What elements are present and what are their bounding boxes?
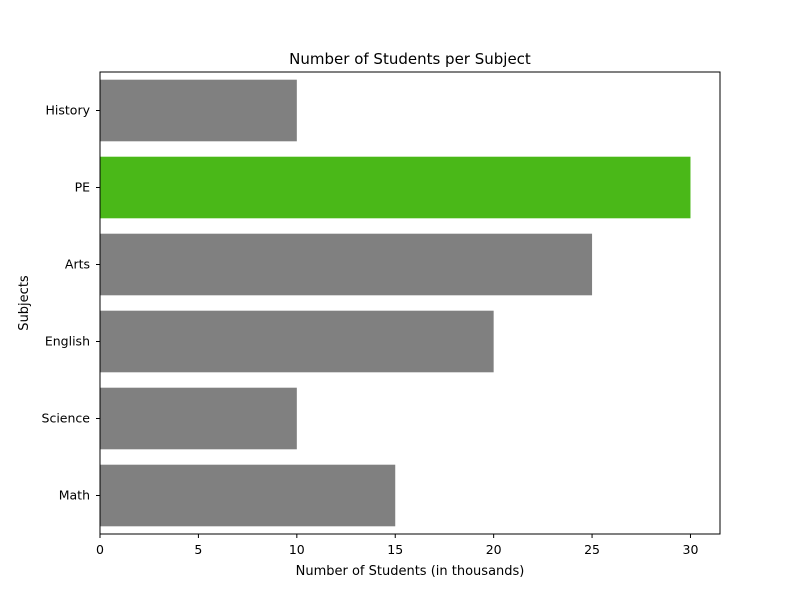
x-axis: 0 5 10 15 20 25 30 <box>96 534 698 557</box>
chart-title: Number of Students per Subject <box>289 50 531 68</box>
y-tick-label-history: History <box>46 103 91 118</box>
y-tick-label-science: Science <box>42 411 91 426</box>
x-tick-label-15: 15 <box>387 542 403 557</box>
y-tick-label-math: Math <box>59 488 90 503</box>
bars-layer <box>100 79 691 527</box>
y-axis: Math Science English Arts PE History <box>42 103 100 503</box>
bar-pe <box>100 156 691 219</box>
plot-frame <box>99 71 721 535</box>
x-tick-label-20: 20 <box>486 542 502 557</box>
bar-arts <box>100 233 593 296</box>
y-tick-label-pe: PE <box>75 180 91 195</box>
x-tick-label-0: 0 <box>96 542 104 557</box>
bar-history <box>100 79 297 142</box>
y-tick-label-arts: Arts <box>65 257 90 272</box>
bar-math <box>100 464 396 527</box>
x-axis-label: Number of Students (in thousands) <box>296 564 525 579</box>
x-tick-label-25: 25 <box>584 542 600 557</box>
y-tick-label-english: English <box>45 334 90 349</box>
bar-science <box>100 387 297 450</box>
bar-english <box>100 310 494 373</box>
y-axis-label: Subjects <box>17 275 32 331</box>
x-tick-label-5: 5 <box>194 542 202 557</box>
x-tick-label-10: 10 <box>289 542 305 557</box>
x-tick-label-30: 30 <box>683 542 699 557</box>
